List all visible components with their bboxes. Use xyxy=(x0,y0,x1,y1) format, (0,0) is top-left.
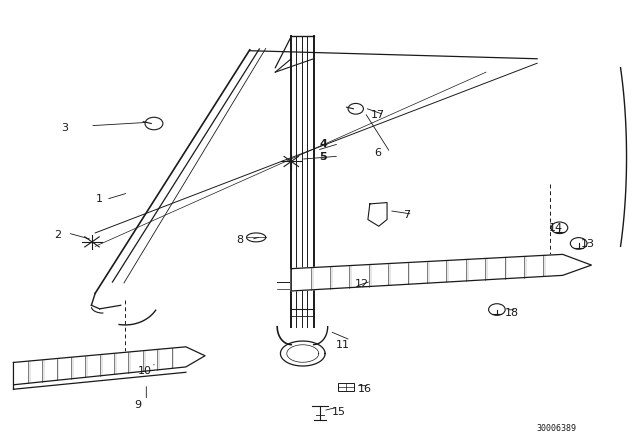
Text: 6: 6 xyxy=(374,147,381,158)
Text: 8: 8 xyxy=(237,235,244,245)
Circle shape xyxy=(570,237,587,249)
Text: 1: 1 xyxy=(96,194,103,204)
Text: 18: 18 xyxy=(504,308,518,319)
Text: 11: 11 xyxy=(335,340,349,349)
Polygon shape xyxy=(368,202,387,226)
Circle shape xyxy=(551,222,568,233)
Polygon shape xyxy=(13,347,205,385)
Bar xyxy=(337,383,353,391)
Text: 16: 16 xyxy=(358,384,372,394)
Text: 13: 13 xyxy=(581,239,595,249)
Text: 30006389: 30006389 xyxy=(536,424,576,433)
Text: 9: 9 xyxy=(134,400,141,410)
Text: 12: 12 xyxy=(355,279,369,289)
Text: 15: 15 xyxy=(332,407,346,417)
Text: 17: 17 xyxy=(371,110,385,120)
Circle shape xyxy=(488,304,505,315)
Text: 5: 5 xyxy=(319,152,327,162)
Text: 10: 10 xyxy=(138,366,152,376)
Text: 4: 4 xyxy=(319,138,327,149)
Text: 2: 2 xyxy=(54,230,61,240)
Text: 3: 3 xyxy=(61,123,68,133)
Text: 14: 14 xyxy=(549,224,563,233)
Polygon shape xyxy=(291,254,591,291)
Text: 7: 7 xyxy=(403,210,410,220)
